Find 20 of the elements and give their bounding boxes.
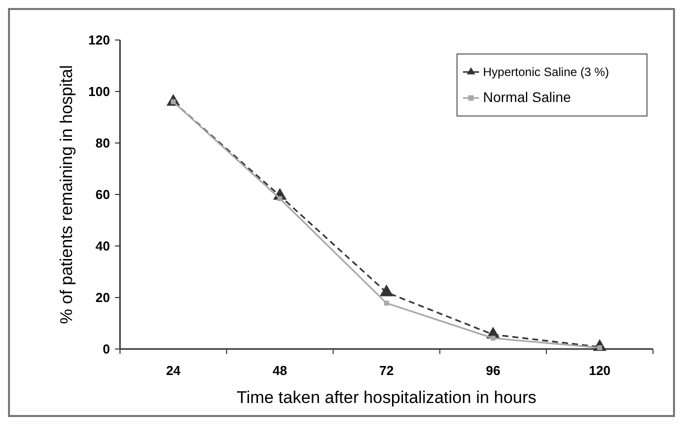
- x-tick-label: 96: [486, 363, 500, 378]
- x-tick-label: 120: [588, 363, 611, 378]
- legend-label: Hypertonic Saline (3 %): [483, 65, 610, 79]
- x-tick-label: 48: [272, 363, 288, 378]
- y-tick-label: 80: [96, 136, 110, 151]
- y-tick-label: 0: [102, 342, 110, 357]
- y-tick-label: 100: [88, 84, 110, 100]
- y-axis-title: % of patients remaining in hospital: [57, 65, 76, 324]
- y-tick-label: 60: [96, 187, 110, 202]
- point: [277, 196, 282, 202]
- x-tick-label: 24: [166, 363, 182, 378]
- point: [384, 300, 389, 306]
- x-tick-label: 72: [379, 363, 394, 378]
- y-tick-label: 20: [96, 290, 110, 306]
- y-tick-label: 120: [88, 32, 110, 48]
- point: [490, 336, 496, 341]
- point: [380, 284, 394, 296]
- legend-label: Normal Saline: [483, 89, 572, 105]
- y-tick-label: 40: [96, 238, 110, 254]
- x-axis-title: Time taken after hospitalization in hours: [236, 388, 536, 407]
